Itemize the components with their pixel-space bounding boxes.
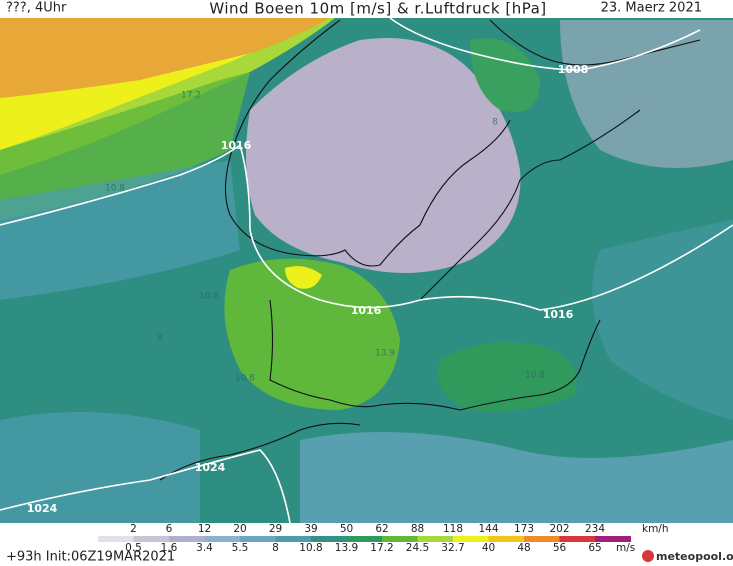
legend-color [453, 536, 489, 542]
header-date: 23. Maerz 2021 [601, 1, 702, 16]
legend-color [595, 536, 631, 542]
header-title: Wind Boeen 10m [m/s] & r.Luftdruck [hPa] [209, 0, 546, 18]
footer-background [0, 523, 733, 566]
isobar-label: 1016 [351, 304, 382, 317]
legend-color [98, 536, 134, 542]
legend-kmh-label: 6 [166, 523, 173, 535]
legend-ms-label: 40 [482, 542, 495, 554]
field-label: 10.8 [199, 292, 219, 302]
legend-kmh-label: 39 [304, 523, 317, 535]
legend-color [133, 536, 170, 542]
legend-color [311, 536, 347, 542]
land-zone [560, 20, 733, 168]
legend-color [382, 536, 418, 542]
wind-zone-green [438, 342, 577, 411]
legend-ms-label: 48 [517, 542, 530, 554]
legend-kmh-unit: km/h [642, 523, 669, 535]
wind-zone-yellow [285, 266, 322, 289]
isobar [0, 143, 733, 311]
map [0, 17, 733, 524]
color-legend: 2 6 12 20 29 39 50 62 88 118 144 173 202 234 0.5 1.6 3.4… [98, 523, 669, 554]
wind-zone-green [0, 72, 250, 220]
legend-kmh-label: 2 [130, 523, 137, 535]
field-label: 13.9 [375, 349, 395, 359]
legend-kmh-label: 12 [198, 523, 211, 535]
legend-kmh-label: 234 [585, 523, 605, 535]
legend-ms-label: 1.6 [161, 542, 178, 554]
legend-kmh-label: 88 [411, 523, 424, 535]
legend-ms-label: 0.5 [125, 542, 142, 554]
coastline [419, 109, 641, 301]
field-label: 10.8 [525, 371, 545, 381]
legend-color [275, 536, 312, 542]
field-label: 10.8 [105, 184, 125, 194]
wind-zone-orange [0, 18, 330, 98]
brand-logo [642, 550, 654, 562]
legend-color [346, 536, 383, 542]
coastline [489, 19, 701, 66]
coastline [159, 422, 361, 481]
field-label: 8 [492, 118, 498, 128]
legend-kmh-label: 202 [549, 523, 569, 535]
wind-zone-green [224, 258, 400, 410]
legend-ms-label: 56 [553, 542, 567, 554]
field-label: 10.8 [235, 374, 255, 384]
legend-ms-label: 10.8 [299, 542, 322, 554]
field-label: 17.2 [181, 91, 201, 101]
legend-ms-label: 65 [588, 542, 601, 554]
legend-ms-label: 8 [272, 542, 279, 554]
legend-ms-label: 17.2 [370, 542, 393, 554]
footer-init: +93h Init:06Z19MAR2021 [6, 550, 175, 565]
isobar-label: 1016 [543, 308, 574, 321]
legend-color [169, 536, 205, 542]
legend-ms-label: 3.4 [196, 542, 213, 554]
land-high-pressure-zone [246, 38, 521, 274]
isobar [389, 17, 701, 71]
legend-ms-label: 32.7 [441, 542, 464, 554]
isobar-label: 1016 [221, 139, 252, 152]
legend-color [204, 536, 241, 542]
legend-kmh-label: 29 [269, 523, 282, 535]
header-left: ???, 4Uhr [6, 1, 67, 16]
legend-ms-label: 24.5 [406, 542, 429, 554]
legend-kmh-label: 144 [478, 523, 498, 535]
isobar [0, 449, 291, 524]
wind-zone-blue [0, 412, 200, 523]
legend-kmh-label: 173 [514, 523, 534, 535]
footer-brand: meteopool.org [656, 550, 733, 563]
isobar-label: 1024 [27, 502, 58, 515]
isobar-label: 1024 [195, 461, 226, 474]
legend-ms-label: 13.9 [335, 542, 358, 554]
isobar-label: 1008 [558, 63, 589, 76]
legend-ms-label: 5.5 [232, 542, 249, 554]
legend-color [524, 536, 560, 542]
legend-color [488, 536, 525, 542]
legend-kmh-label: 50 [340, 523, 353, 535]
legend-kmh-label: 20 [233, 523, 246, 535]
wind-zone-blue [300, 432, 733, 523]
legend-kmh-label: 118 [443, 523, 463, 535]
wind-zone-blue [592, 220, 733, 420]
legend-ms-unit: m/s [616, 542, 635, 554]
legend-kmh-label: 62 [375, 523, 388, 535]
coastline [224, 19, 511, 267]
wind-zone-blue [0, 160, 240, 300]
legend-color [559, 536, 596, 542]
field-label: 8 [157, 334, 163, 344]
legend-color [417, 536, 454, 542]
coastline [269, 299, 601, 411]
legend-color [240, 536, 276, 542]
